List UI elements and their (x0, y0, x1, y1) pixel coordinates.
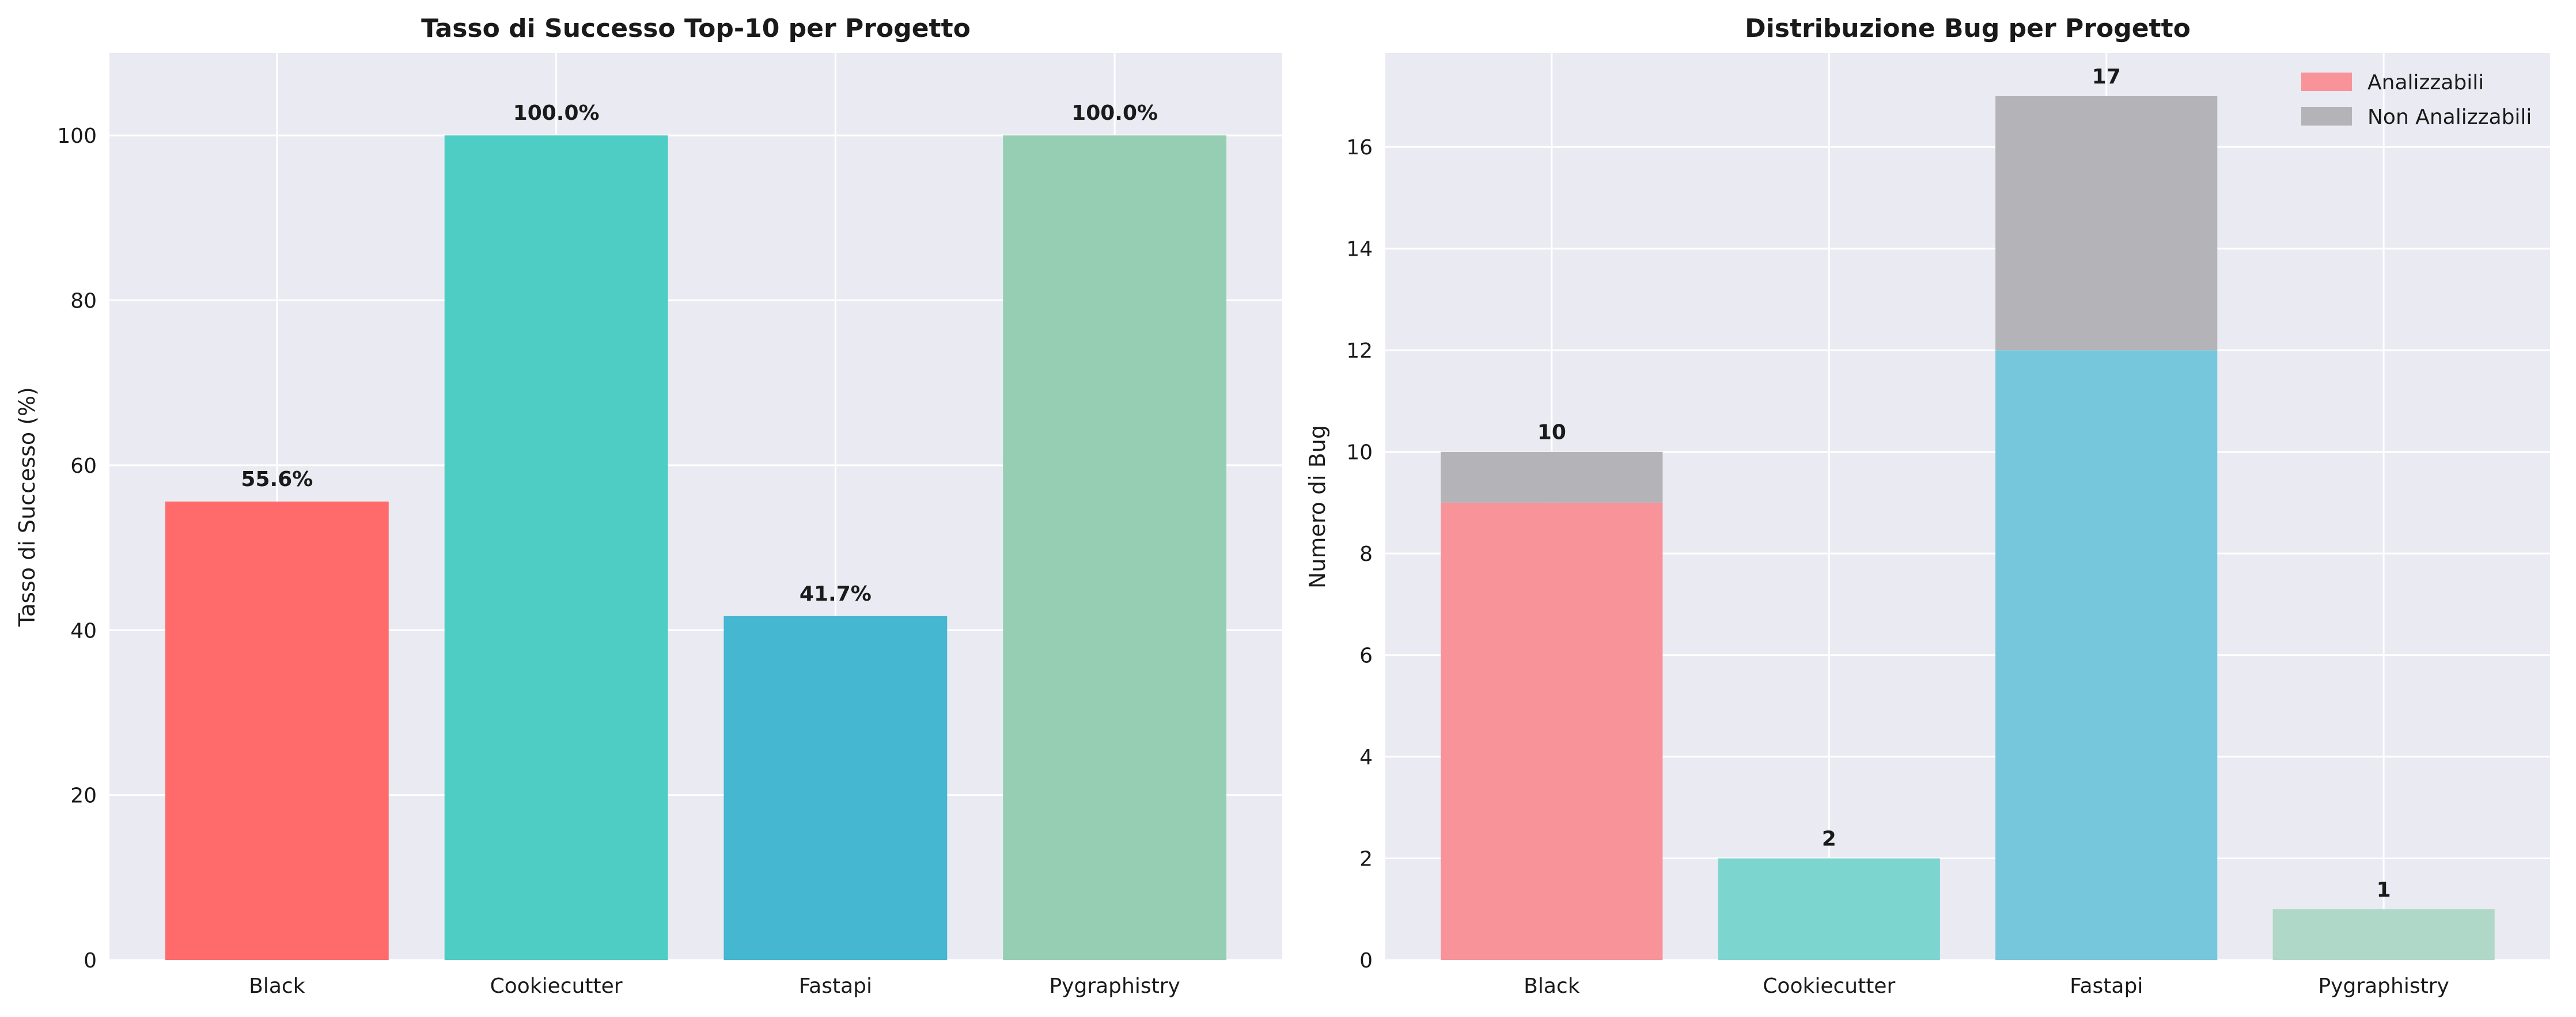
x-tick-cookiecutter: Cookiecutter (1763, 974, 1895, 998)
x-tick-black: Black (249, 974, 305, 998)
bar-pygraphistry (1003, 135, 1227, 960)
data-label-pygraphistry: 100.0% (1071, 101, 1158, 125)
x-tick-cookiecutter: Cookiecutter (490, 974, 623, 998)
legend-swatch-non-analizzabili (2301, 107, 2352, 126)
y-tick-60: 60 (70, 454, 97, 478)
bar-analizzabili-fastapi (1995, 350, 2218, 960)
bar-non-analizzabili-black (1441, 451, 1663, 503)
data-label-fastapi: 41.7% (800, 582, 872, 606)
data-label-black: 55.6% (241, 468, 313, 491)
bar-analizzabili-cookiecutter (1718, 858, 1940, 960)
chart-bug-distribution: 10 2 17 1 Black Cookiecutter Fastapi Pygraphis… (1305, 14, 2550, 998)
chart-title-bugs: Distribuzione Bug per Progetto (1745, 14, 2191, 43)
y-tick-14: 14 (1346, 238, 1373, 261)
total-label-pygraphistry: 1 (2377, 878, 2391, 902)
data-labels-success: 55.6% 100.0% 41.7% 100.0% (241, 101, 1158, 606)
y-tick-10: 10 (1346, 441, 1373, 465)
y-tick-20: 20 (70, 784, 97, 808)
bar-black (165, 501, 389, 960)
y-tick-12: 12 (1346, 339, 1373, 363)
y-tick-0: 0 (1359, 949, 1373, 973)
y-ticks-bugs: 0 2 4 6 8 10 12 14 16 (1346, 136, 1373, 973)
y-tick-2: 2 (1359, 848, 1373, 871)
y-ticks-success: 0 20 40 60 80 100 (57, 124, 97, 973)
y-tick-0: 0 (84, 949, 97, 973)
y-tick-100: 100 (57, 124, 97, 148)
y-tick-40: 40 (70, 619, 97, 643)
bar-analizzabili-black (1441, 502, 1663, 960)
x-ticks-bugs: Black Cookiecutter Fastapi Pygraphistry (1524, 974, 2449, 998)
x-tick-pygraphistry: Pygraphistry (1049, 974, 1180, 998)
x-tick-pygraphistry: Pygraphistry (2318, 974, 2449, 998)
bar-analizzabili-pygraphistry (2272, 909, 2495, 960)
legend-label-analizzabili: Analizzabili (2367, 71, 2484, 94)
y-tick-16: 16 (1346, 136, 1373, 160)
bars-success (165, 135, 1227, 960)
y-tick-8: 8 (1359, 542, 1373, 566)
x-tick-black: Black (1524, 974, 1580, 998)
x-ticks-success: Black Cookiecutter Fastapi Pygraphistry (249, 974, 1180, 998)
x-tick-fastapi: Fastapi (2070, 974, 2143, 998)
bar-non-analizzabili-fastapi (1995, 96, 2218, 351)
y-axis-label-success: Tasso di Successo (%) (14, 387, 40, 627)
total-label-cookiecutter: 2 (1822, 828, 1836, 851)
legend-swatch-analizzabili (2301, 73, 2352, 91)
y-axis-label-bugs: Numero di Bug (1305, 425, 1330, 589)
y-tick-6: 6 (1359, 644, 1373, 668)
chart-success-rate: 55.6% 100.0% 41.7% 100.0% Black Cookiecutter… (14, 14, 1282, 998)
bars-bugs (1441, 96, 2495, 960)
total-label-black: 10 (1537, 421, 1566, 445)
legend-label-non-analizzabili: Non Analizzabili (2367, 105, 2532, 129)
data-label-cookiecutter: 100.0% (513, 101, 600, 125)
total-label-fastapi: 17 (2092, 65, 2121, 89)
bar-cookiecutter (444, 135, 668, 960)
bar-fastapi (723, 616, 948, 960)
legend-bugs: Analizzabili Non Analizzabili (2301, 71, 2532, 129)
x-tick-fastapi: Fastapi (799, 974, 872, 998)
data-labels-bugs: 10 2 17 1 (1537, 65, 2391, 902)
y-tick-80: 80 (70, 290, 97, 313)
y-tick-4: 4 (1359, 746, 1373, 769)
chart-title-success: Tasso di Successo Top-10 per Progetto (421, 14, 971, 43)
